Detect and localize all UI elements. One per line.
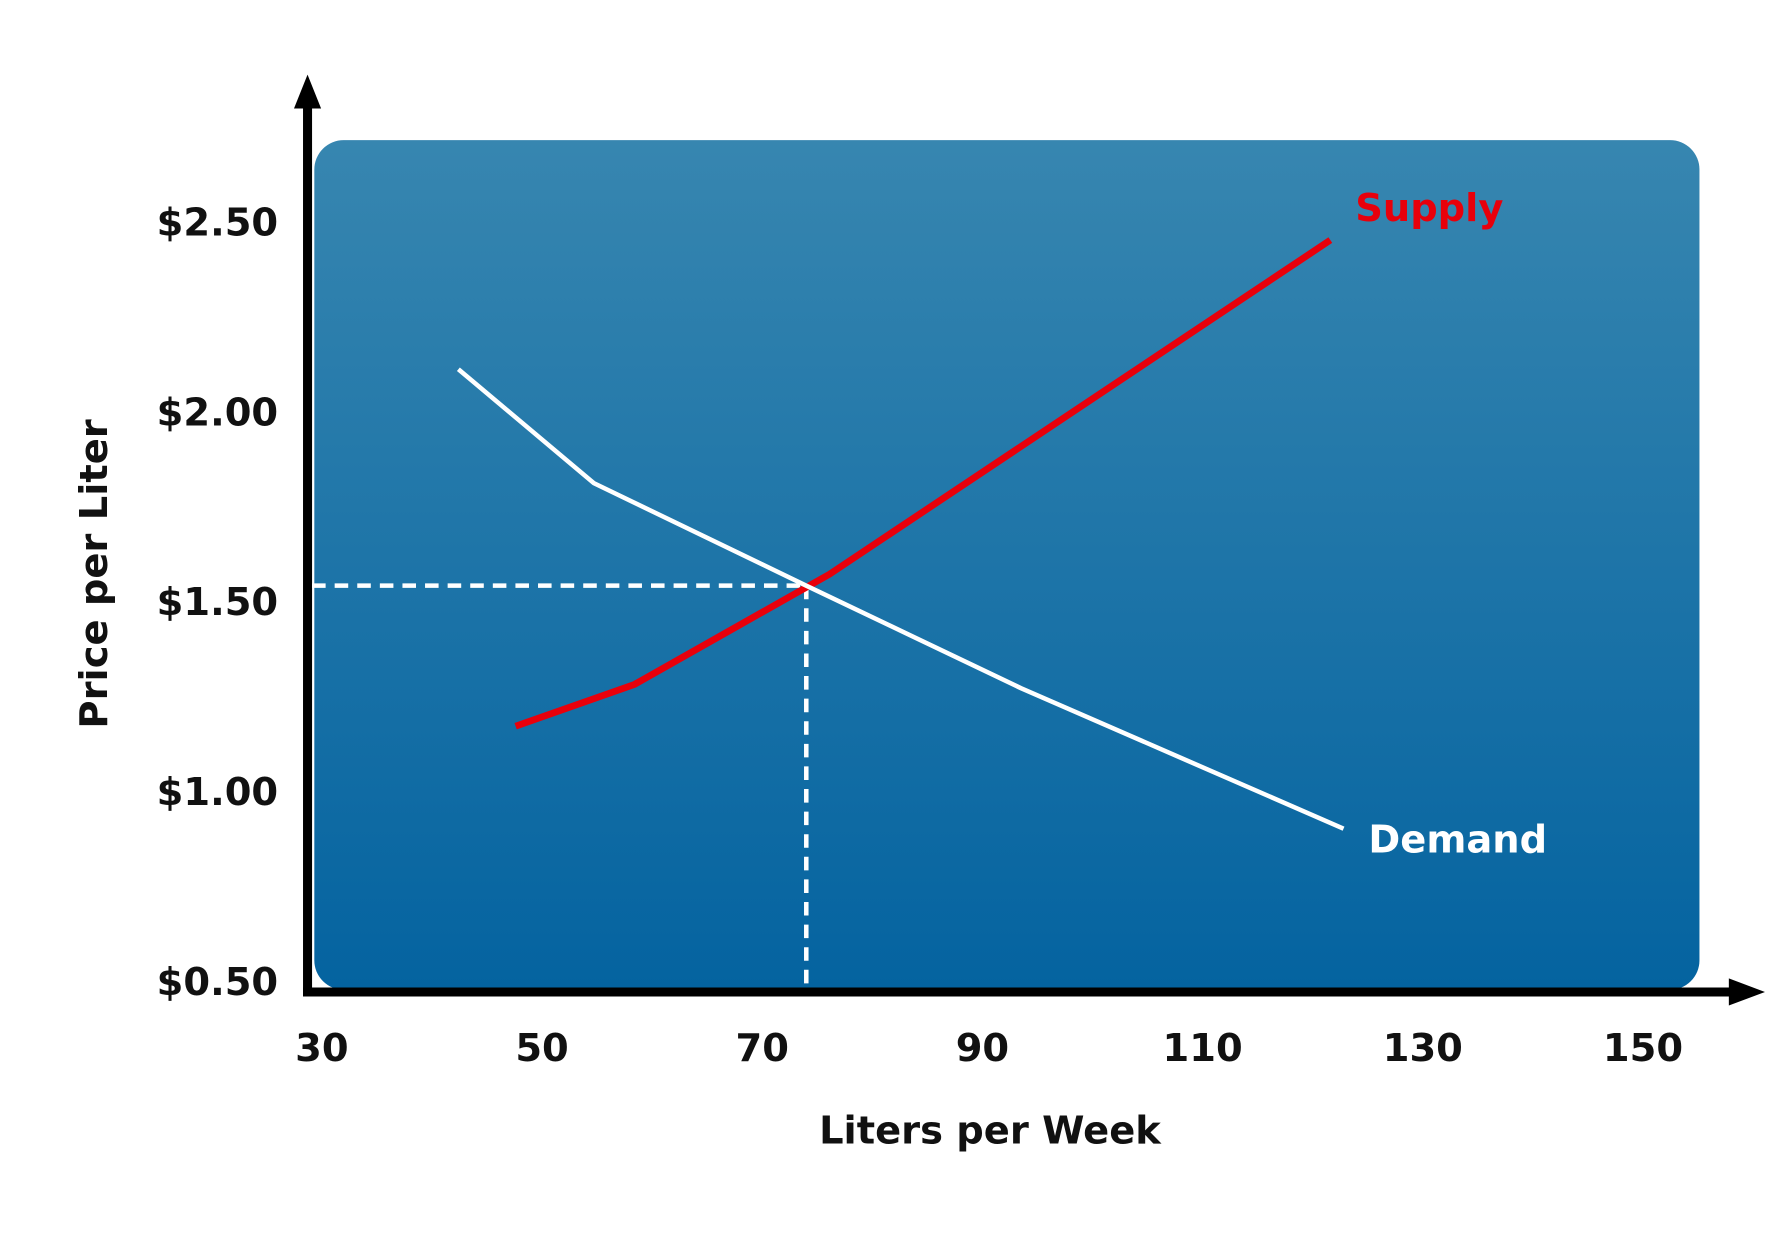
x-axis-label: Liters per Week [819, 1109, 1162, 1154]
y-axis-label: Price per Liter [72, 419, 117, 728]
x-tick-label: 130 [1383, 1026, 1463, 1071]
x-tick-label: 30 [295, 1026, 348, 1071]
x-tick-label: 110 [1163, 1026, 1243, 1071]
y-tick-label: $1.00 [157, 770, 278, 815]
y-tick-label: $2.00 [157, 390, 278, 435]
series-line [514, 237, 1333, 730]
y-tick-label: $2.50 [157, 200, 278, 245]
y-tick-label: $1.50 [157, 580, 278, 625]
y-axis-arrow [293, 74, 322, 109]
x-tick-label: 70 [736, 1026, 789, 1071]
x-tick-label: 50 [515, 1026, 568, 1071]
y-tick-label: $0.50 [157, 960, 278, 1005]
plot-background [314, 140, 1700, 990]
series-label: Supply [1355, 186, 1503, 231]
x-axis-arrow [1728, 978, 1765, 1006]
series-label: Demand [1368, 818, 1547, 863]
x-tick-label: 90 [956, 1026, 1009, 1071]
series-line [456, 367, 1345, 831]
x-tick-label: 150 [1603, 1026, 1683, 1071]
